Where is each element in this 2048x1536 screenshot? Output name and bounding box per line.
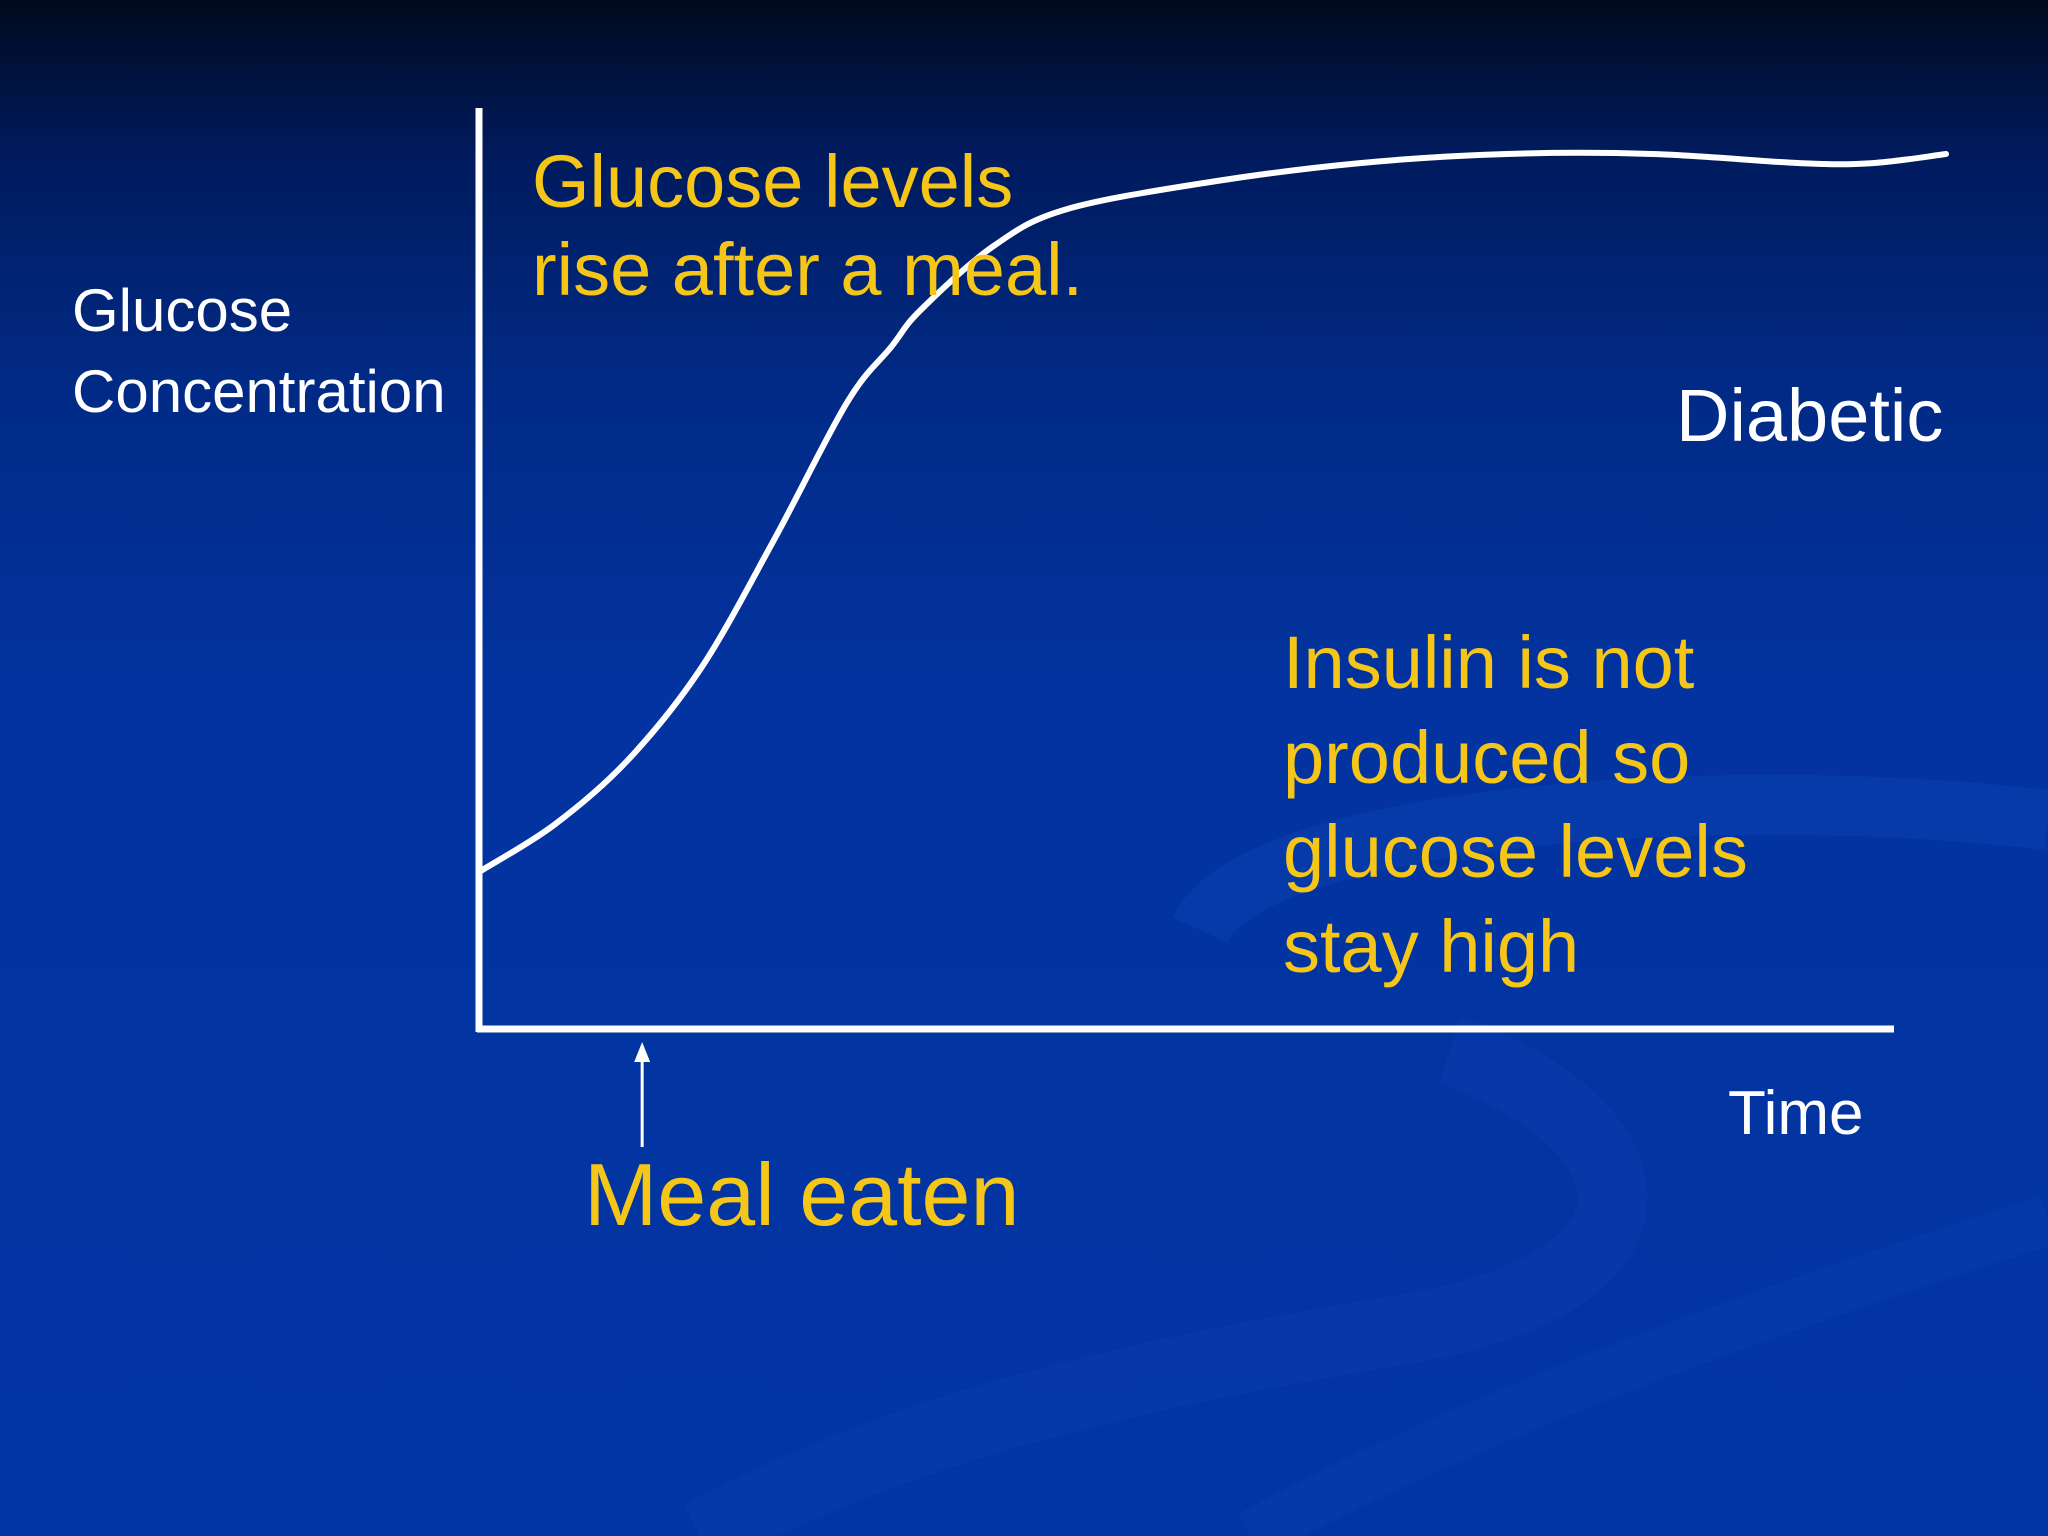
annotation-insulin-line-2: produced so [1283,715,1691,799]
annotation-glucose-rise-line-2: rise after a meal. [532,228,1084,312]
meal-eaten-label: Meal eaten [584,1145,1020,1244]
annotation-insulin-line-4: stay high [1283,905,1580,989]
annotation-glucose-rise: Glucose levels rise after a meal. [532,138,1083,314]
diabetic-series-line [478,149,1949,874]
annotation-glucose-rise-line-1: Glucose levels [532,140,1014,223]
y-axis-label-line-1: Glucose [72,277,293,344]
x-axis-label: Time [1728,1079,1864,1148]
y-axis-label-line-2: Concentration [72,358,446,425]
meal-eaten-arrow [634,1042,651,1147]
y-axis-label: Glucose Concentration [72,270,446,432]
annotation-insulin-line-1: Insulin is not [1283,621,1695,704]
annotation-insulin-line-3: glucose levels [1283,810,1748,894]
meal-arrow-head [634,1042,651,1062]
chart-axes [475,108,1894,1033]
series-label-diabetic: Diabetic [1676,374,1944,457]
annotation-insulin-not-produced: Insulin is not produced so glucose levels s… [1283,616,1748,995]
